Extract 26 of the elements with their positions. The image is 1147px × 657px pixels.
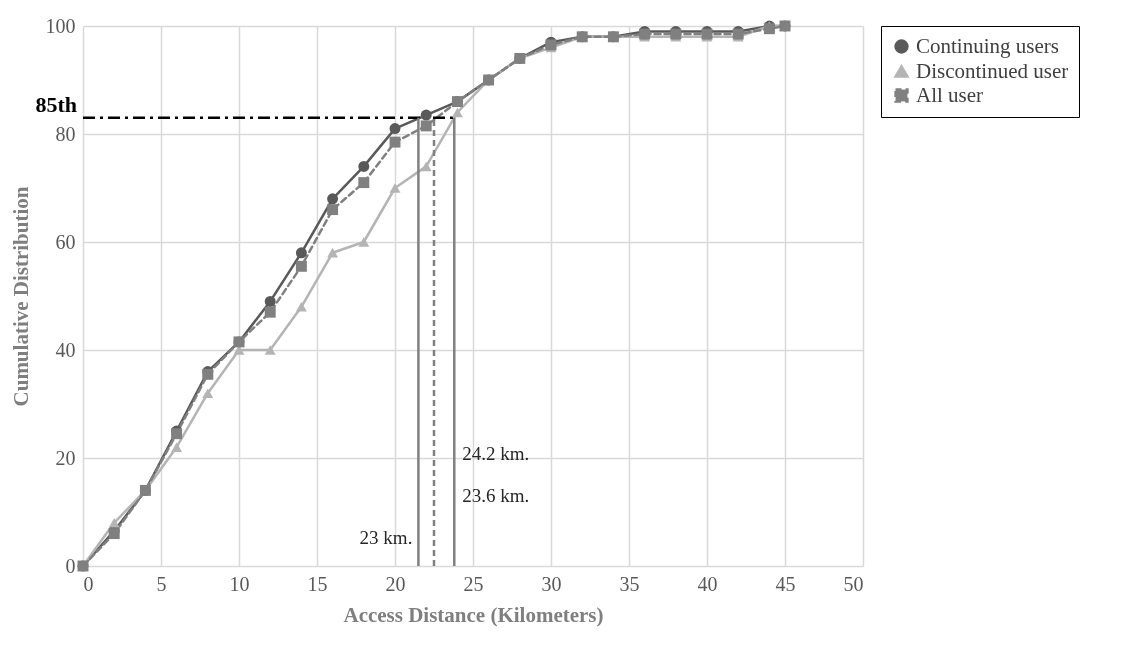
legend-label: Discontinued user [916, 58, 1069, 83]
y-axis-title: Cumulative Distribution [8, 186, 33, 407]
x-tick-label: 30 [541, 572, 562, 595]
legend-label: All user [916, 82, 984, 107]
annotation: 23 km. [359, 527, 413, 548]
y-tick-label: 100 [45, 14, 76, 37]
x-tick-label: 10 [229, 572, 250, 595]
y-tick-label: 80 [55, 122, 76, 145]
annotation: 23.6 km. [462, 485, 530, 506]
x-tick-label: 20 [385, 572, 406, 595]
x-tick-label: 50 [843, 572, 864, 595]
x-tick-label: 40 [697, 572, 718, 595]
x-tick-label: 45 [775, 572, 796, 595]
annotation: 24.2 km. [462, 443, 530, 464]
x-tick-label: 0 [83, 572, 94, 595]
x-tick-label: 15 [307, 572, 328, 595]
ref-line-label: 85th [35, 91, 77, 117]
y-tick-label: 60 [55, 230, 76, 253]
x-axis-title: Access Distance (Kilometers) [343, 602, 604, 627]
y-tick-label: 20 [55, 446, 76, 469]
x-tick-label: 25 [463, 572, 484, 595]
y-tick-label: 40 [55, 338, 76, 361]
x-tick-label: 35 [619, 572, 640, 595]
x-tick-label: 5 [156, 572, 167, 595]
y-tick-label: 0 [65, 554, 76, 577]
legend-label: Continuing users [916, 33, 1059, 58]
